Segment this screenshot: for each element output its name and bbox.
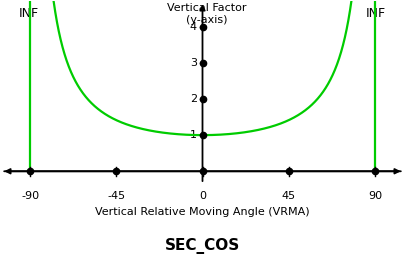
Text: 4: 4 bbox=[190, 22, 197, 32]
Text: INF: INF bbox=[366, 7, 386, 20]
Text: 90: 90 bbox=[368, 191, 382, 201]
Text: 0: 0 bbox=[199, 191, 206, 201]
Text: 1: 1 bbox=[190, 130, 197, 140]
Text: 2: 2 bbox=[190, 94, 197, 104]
Text: SEC_COS: SEC_COS bbox=[165, 238, 240, 254]
Text: -45: -45 bbox=[107, 191, 126, 201]
Text: Vertical Factor
(y-axis): Vertical Factor (y-axis) bbox=[166, 3, 246, 25]
Text: 45: 45 bbox=[281, 191, 296, 201]
Text: Vertical Relative Moving Angle (VRMA): Vertical Relative Moving Angle (VRMA) bbox=[95, 207, 310, 217]
Text: 3: 3 bbox=[190, 58, 197, 68]
Text: INF: INF bbox=[19, 7, 39, 20]
Text: -90: -90 bbox=[21, 191, 39, 201]
